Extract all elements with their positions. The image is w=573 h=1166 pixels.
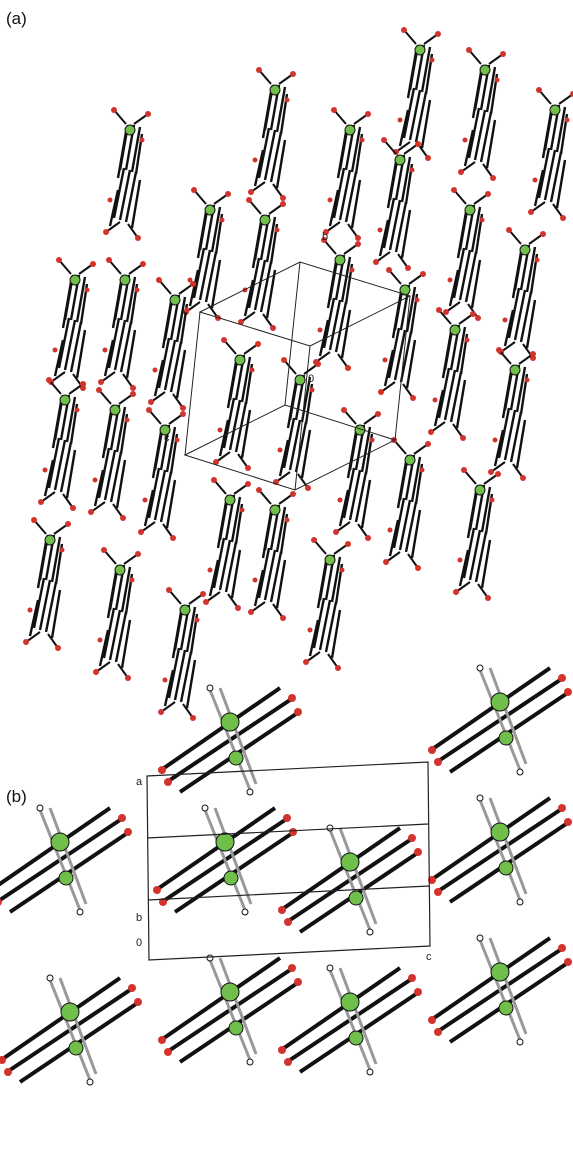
molecule	[158, 587, 206, 721]
molecule	[313, 237, 361, 371]
panel-label: (b)	[6, 787, 27, 806]
molecule	[203, 477, 251, 611]
axis-label: b	[136, 912, 142, 924]
molecule	[303, 537, 351, 671]
molecule	[183, 187, 231, 321]
molecule	[528, 87, 573, 221]
molecule	[0, 805, 132, 915]
molecule	[383, 437, 431, 571]
unit-cell	[147, 762, 430, 960]
molecule	[103, 107, 151, 241]
molecule	[148, 277, 196, 411]
molecule	[138, 407, 186, 541]
molecule	[458, 47, 506, 181]
figure: (a) b 0 c (b) a b 0 c	[0, 0, 573, 1166]
axis-label: a	[136, 776, 143, 788]
axis-label: 0	[308, 373, 314, 385]
molecules-a	[23, 27, 573, 721]
molecule	[48, 257, 96, 391]
molecule	[23, 517, 71, 651]
molecule	[248, 67, 296, 201]
molecule	[38, 377, 86, 511]
axis-label: c	[164, 432, 170, 444]
molecule	[213, 337, 261, 471]
molecule	[98, 257, 146, 391]
molecule	[278, 825, 422, 935]
molecule	[428, 795, 572, 905]
molecule	[238, 197, 286, 331]
molecule	[428, 935, 572, 1045]
molecule	[158, 685, 302, 795]
molecule	[498, 227, 546, 361]
molecule	[333, 407, 381, 541]
molecules-b	[0, 665, 572, 1085]
molecule	[378, 267, 426, 401]
molecule	[0, 975, 142, 1085]
molecule	[428, 307, 476, 441]
molecule	[443, 187, 491, 321]
molecule	[488, 347, 536, 481]
axis-label: b	[322, 231, 328, 243]
molecule	[373, 137, 421, 271]
axis-label: c	[426, 951, 432, 963]
molecule	[323, 107, 371, 241]
axis-label: 0	[136, 937, 142, 949]
molecule	[393, 27, 441, 161]
molecule	[428, 665, 572, 775]
molecule	[93, 547, 141, 681]
molecule	[248, 487, 296, 621]
molecule	[88, 387, 136, 521]
page: {"panels": [ {"label": "(a)", "axis_labe…	[0, 0, 573, 1166]
molecule	[453, 467, 501, 601]
panel-label: (a)	[6, 9, 27, 28]
